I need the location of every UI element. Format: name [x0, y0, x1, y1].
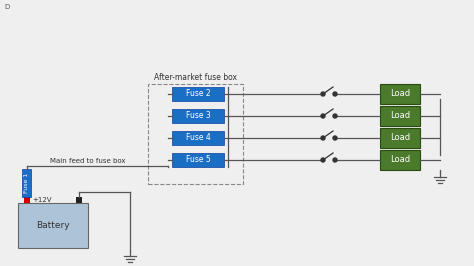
- Text: Fuse 3: Fuse 3: [186, 111, 211, 120]
- Bar: [148, 84, 243, 184]
- Text: Load: Load: [390, 156, 410, 164]
- Text: Fuse 4: Fuse 4: [186, 134, 211, 143]
- Bar: [173, 153, 225, 167]
- Text: Load: Load: [390, 89, 410, 98]
- Text: Load: Load: [390, 134, 410, 143]
- Circle shape: [333, 136, 337, 140]
- Circle shape: [321, 92, 325, 96]
- Text: After-market fuse box: After-market fuse box: [154, 73, 237, 82]
- Bar: [76, 197, 82, 203]
- Bar: [380, 150, 420, 170]
- Bar: [173, 87, 225, 101]
- Bar: [24, 197, 30, 203]
- Bar: [380, 84, 420, 104]
- Text: Fuse 1: Fuse 1: [25, 173, 29, 193]
- Text: Fuse 2: Fuse 2: [186, 89, 211, 98]
- Bar: [173, 109, 225, 123]
- Circle shape: [333, 158, 337, 162]
- Circle shape: [333, 92, 337, 96]
- Text: +12V: +12V: [32, 197, 52, 203]
- Text: Main feed to fuse box: Main feed to fuse box: [50, 158, 126, 164]
- Text: Load: Load: [390, 111, 410, 120]
- Circle shape: [321, 136, 325, 140]
- Circle shape: [321, 114, 325, 118]
- Bar: [380, 106, 420, 126]
- Text: Battery: Battery: [36, 221, 70, 230]
- Circle shape: [333, 114, 337, 118]
- Text: Fuse 5: Fuse 5: [186, 156, 211, 164]
- Bar: [18, 203, 88, 248]
- Bar: [380, 128, 420, 148]
- Bar: [173, 131, 225, 145]
- Circle shape: [321, 158, 325, 162]
- Bar: [22, 169, 31, 197]
- Text: D: D: [4, 4, 9, 10]
